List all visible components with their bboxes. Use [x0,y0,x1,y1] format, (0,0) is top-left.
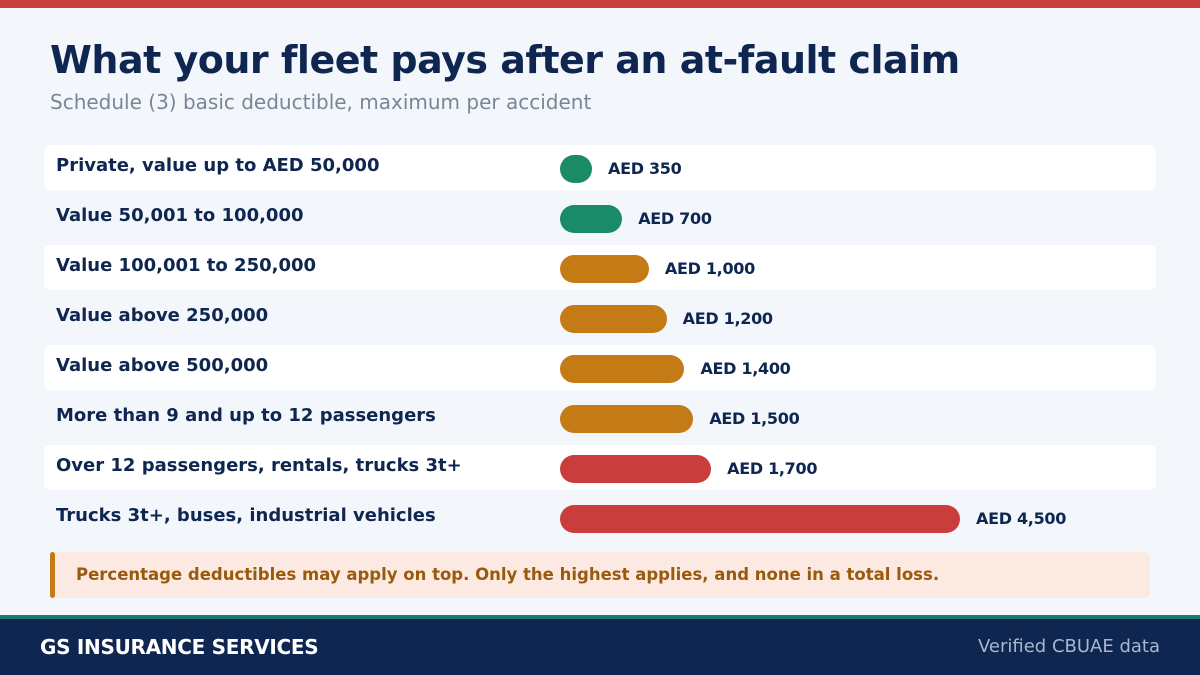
bar-value-label: AED 1,200 [682,309,773,328]
deductible-bar [560,505,960,533]
deductible-bar-chart: Private, value up to AED 50,000 AED 350 Va… [44,145,1156,545]
chart-row: Trucks 3t+, buses, industrial vehicles AE… [44,495,1156,545]
deductible-bar [560,155,592,183]
footnote-callout: Percentage deductibles may apply on top.… [50,552,1150,598]
chart-row: Value 50,001 to 100,000 AED 700 [44,195,1156,245]
deductible-bar [560,305,667,333]
category-label: Value 100,001 to 250,000 [56,255,317,276]
brand-name: GS INSURANCE SERVICES [40,635,319,659]
bar-value-label: AED 1,700 [727,459,818,478]
chart-row: More than 9 and up to 12 passengers AED 1… [44,395,1156,445]
bar-value-label: AED 1,000 [664,259,755,278]
page-subtitle: Schedule (3) basic deductible, maximum p… [50,90,592,114]
chart-row: Value above 500,000 AED 1,400 [44,345,1156,395]
deductible-bar [560,255,649,283]
top-accent-bar [0,0,1200,8]
callout-accent-bar [50,552,55,598]
deductible-bar [560,205,623,233]
row-band [44,145,1156,190]
category-label: Over 12 passengers, rentals, trucks 3t+ [56,455,462,476]
bar-value-label: AED 350 [608,159,682,178]
footer: GS INSURANCE SERVICES Verified CBUAE dat… [0,619,1200,675]
category-label: Private, value up to AED 50,000 [56,155,380,176]
page-title: What your fleet pays after an at-fault c… [50,38,960,82]
bar-value-label: AED 700 [638,209,712,228]
chart-row: Over 12 passengers, rentals, trucks 3t+ A… [44,445,1156,495]
deductible-bar [560,455,712,483]
footnote-text: Percentage deductibles may apply on top.… [76,565,940,584]
category-label: Value 50,001 to 100,000 [56,205,304,226]
footer-accent-line [0,615,1200,619]
bar-value-label: AED 4,500 [976,509,1067,528]
bar-value-label: AED 1,400 [700,359,791,378]
chart-row: Value 100,001 to 250,000 AED 1,000 [44,245,1156,295]
category-label: Value above 500,000 [56,355,269,376]
category-label: Trucks 3t+, buses, industrial vehicles [56,505,436,526]
source-note: Verified CBUAE data [978,636,1160,657]
category-label: Value above 250,000 [56,305,269,326]
chart-row: Value above 250,000 AED 1,200 [44,295,1156,345]
chart-row: Private, value up to AED 50,000 AED 350 [44,145,1156,195]
category-label: More than 9 and up to 12 passengers [56,405,436,426]
deductible-bar [560,405,694,433]
bar-value-label: AED 1,500 [709,409,800,428]
deductible-bar [560,355,685,383]
